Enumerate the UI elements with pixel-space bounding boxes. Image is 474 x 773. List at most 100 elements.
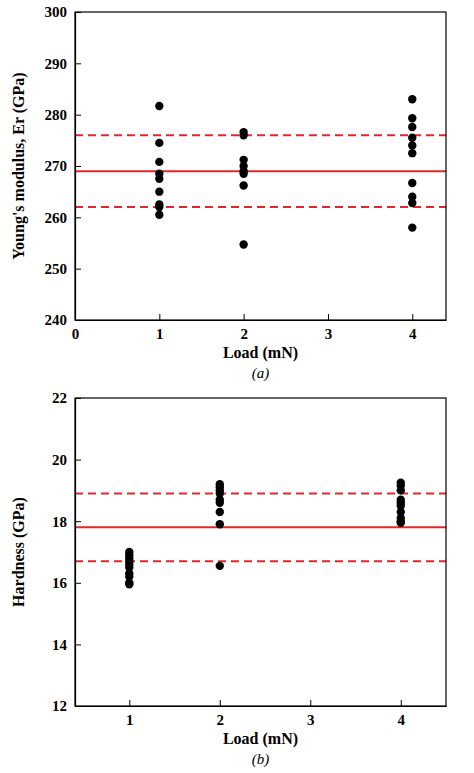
data-point bbox=[155, 102, 163, 110]
x-tick-label: 4 bbox=[409, 326, 417, 342]
data-point bbox=[408, 114, 416, 122]
y-tick-label: 20 bbox=[52, 452, 67, 468]
data-point bbox=[155, 158, 163, 166]
data-point bbox=[239, 181, 247, 189]
data-point bbox=[239, 240, 247, 248]
y-axis-title: Hardness (GPa) bbox=[10, 497, 28, 607]
y-tick-label: 22 bbox=[52, 390, 67, 406]
data-point bbox=[408, 141, 416, 149]
y-tick: 20 bbox=[52, 452, 81, 468]
x-axis-line bbox=[76, 320, 447, 321]
y-tick: 300 bbox=[45, 4, 82, 20]
data-point bbox=[408, 123, 416, 131]
data-point bbox=[239, 170, 247, 178]
y-tick: 290 bbox=[45, 56, 82, 72]
y-tick: 14 bbox=[52, 637, 81, 653]
x-tick-label: 1 bbox=[126, 712, 134, 728]
data-point bbox=[408, 134, 416, 142]
x-tick-mark bbox=[401, 700, 402, 706]
x-axis: 0 1 2 3 4 bbox=[72, 314, 447, 342]
y-tick-label: 12 bbox=[52, 698, 67, 714]
x-tick: 3 bbox=[307, 700, 315, 728]
x-tick-mark bbox=[412, 314, 413, 320]
data-point bbox=[408, 179, 416, 187]
y-axis-title: Young's modulus, Er (GPa) bbox=[10, 72, 28, 259]
y-axis-line bbox=[75, 399, 76, 707]
data-point bbox=[155, 175, 163, 183]
y-tick-label: 270 bbox=[45, 158, 68, 174]
x-axis-title: Load (mN) bbox=[223, 344, 298, 362]
y-axis: 240 250 260 270 280 290 300 bbox=[45, 4, 82, 328]
y-tick-mark bbox=[75, 644, 81, 645]
panel: 1234121416182022Load (mN)Hardness (GPa)(… bbox=[10, 390, 447, 768]
y-tick: 270 bbox=[45, 158, 82, 174]
data-point bbox=[155, 187, 163, 195]
y-tick-label: 290 bbox=[45, 56, 68, 72]
y-tick-label: 250 bbox=[45, 261, 68, 277]
y-tick: 16 bbox=[52, 575, 81, 591]
y-axis: 12 14 16 18 20 22 bbox=[52, 390, 81, 714]
y-tick-mark bbox=[75, 521, 81, 522]
x-tick: 4 bbox=[409, 314, 417, 342]
x-axis: 1 2 3 4 bbox=[76, 700, 447, 728]
data-point bbox=[397, 519, 405, 527]
reference-line bbox=[75, 170, 446, 172]
data-point bbox=[408, 199, 416, 207]
y-tick-mark bbox=[75, 460, 81, 461]
y-tick: 260 bbox=[45, 210, 82, 226]
y-tick-mark bbox=[75, 12, 81, 13]
y-tick-mark bbox=[75, 398, 81, 399]
data-point bbox=[239, 131, 247, 139]
y-tick-mark bbox=[75, 166, 81, 167]
x-tick-mark bbox=[129, 700, 130, 706]
data-point bbox=[155, 203, 163, 211]
y-tick-label: 260 bbox=[45, 210, 68, 226]
y-tick-label: 14 bbox=[52, 637, 68, 653]
panel-caption: (a) bbox=[252, 365, 270, 382]
y-tick: 18 bbox=[52, 514, 81, 530]
data-point bbox=[216, 499, 224, 507]
x-tick-mark bbox=[159, 314, 160, 320]
y-tick: 250 bbox=[45, 261, 82, 277]
plot-area bbox=[75, 479, 446, 589]
y-tick-label: 16 bbox=[52, 575, 68, 591]
x-tick-mark bbox=[310, 700, 311, 706]
y-tick-label: 240 bbox=[45, 312, 68, 328]
data-point bbox=[216, 562, 224, 570]
x-tick-mark bbox=[220, 700, 221, 706]
y-tick: 22 bbox=[52, 390, 81, 406]
x-tick-label: 3 bbox=[325, 326, 333, 342]
plot-frame bbox=[75, 398, 446, 706]
x-tick-mark bbox=[328, 314, 329, 320]
data-point bbox=[155, 211, 163, 219]
data-point bbox=[408, 223, 416, 231]
x-tick-label: 4 bbox=[398, 712, 406, 728]
y-tick-mark bbox=[75, 269, 81, 270]
y-tick-label: 280 bbox=[45, 107, 68, 123]
y-tick-mark bbox=[75, 706, 81, 707]
x-tick-label: 1 bbox=[156, 326, 164, 342]
x-tick: 2 bbox=[240, 314, 248, 342]
y-tick-mark bbox=[75, 63, 81, 64]
x-tick: 1 bbox=[126, 700, 134, 728]
x-tick-label: 2 bbox=[217, 712, 225, 728]
y-tick: 12 bbox=[52, 698, 81, 714]
y-tick-mark bbox=[75, 583, 81, 584]
plot-frame bbox=[75, 12, 446, 320]
x-tick-label: 2 bbox=[240, 326, 248, 342]
x-tick-mark bbox=[244, 314, 245, 320]
data-point bbox=[125, 580, 133, 588]
reference-line bbox=[75, 134, 446, 136]
data-point bbox=[216, 520, 224, 528]
x-axis-line bbox=[76, 706, 447, 707]
y-tick-mark bbox=[75, 320, 81, 321]
data-point bbox=[397, 486, 405, 494]
y-tick-mark bbox=[75, 115, 81, 116]
data-point bbox=[216, 508, 224, 516]
x-tick: 4 bbox=[398, 700, 406, 728]
reference-line bbox=[75, 492, 446, 494]
x-axis-title: Load (mN) bbox=[223, 730, 298, 748]
reference-line bbox=[75, 526, 446, 528]
data-point bbox=[408, 149, 416, 157]
x-tick-label: 0 bbox=[72, 326, 80, 342]
